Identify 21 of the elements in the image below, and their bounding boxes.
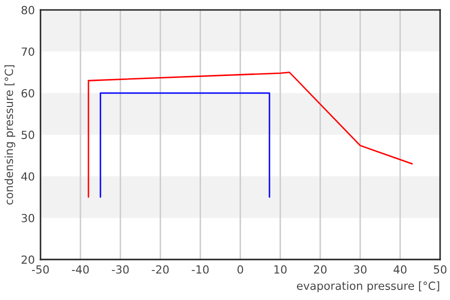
- x-tick-label: -40: [72, 265, 89, 274]
- x-tick-label: -10: [192, 265, 209, 274]
- x-tick-label: 50: [434, 265, 446, 274]
- y-tick-label: 30: [22, 214, 34, 222]
- x-tick-label: 20: [314, 265, 327, 274]
- x-tick-label: 10: [274, 265, 287, 274]
- y-tick-label: 60: [22, 89, 34, 98]
- y-tick-label: 20: [22, 255, 34, 264]
- y-axis-title: condensing pressure [°C]: [4, 65, 16, 205]
- y-tick-label: 40: [21, 172, 34, 181]
- x-axis-title: evaporation pressure [°C]: [296, 281, 440, 292]
- y-tick-label: 80: [22, 6, 34, 14]
- y-tick-label: 70: [22, 47, 34, 56]
- x-tick-label: 30: [354, 265, 367, 274]
- y-tick-label: 50: [22, 130, 34, 140]
- x-tick-label: -30: [112, 265, 129, 274]
- x-tick-label: 0: [238, 265, 244, 274]
- x-tick-label: 40: [394, 265, 406, 274]
- x-tick-label: -50: [32, 265, 49, 274]
- line-series: [88, 72, 413, 198]
- x-tick-label: -20: [152, 265, 169, 274]
